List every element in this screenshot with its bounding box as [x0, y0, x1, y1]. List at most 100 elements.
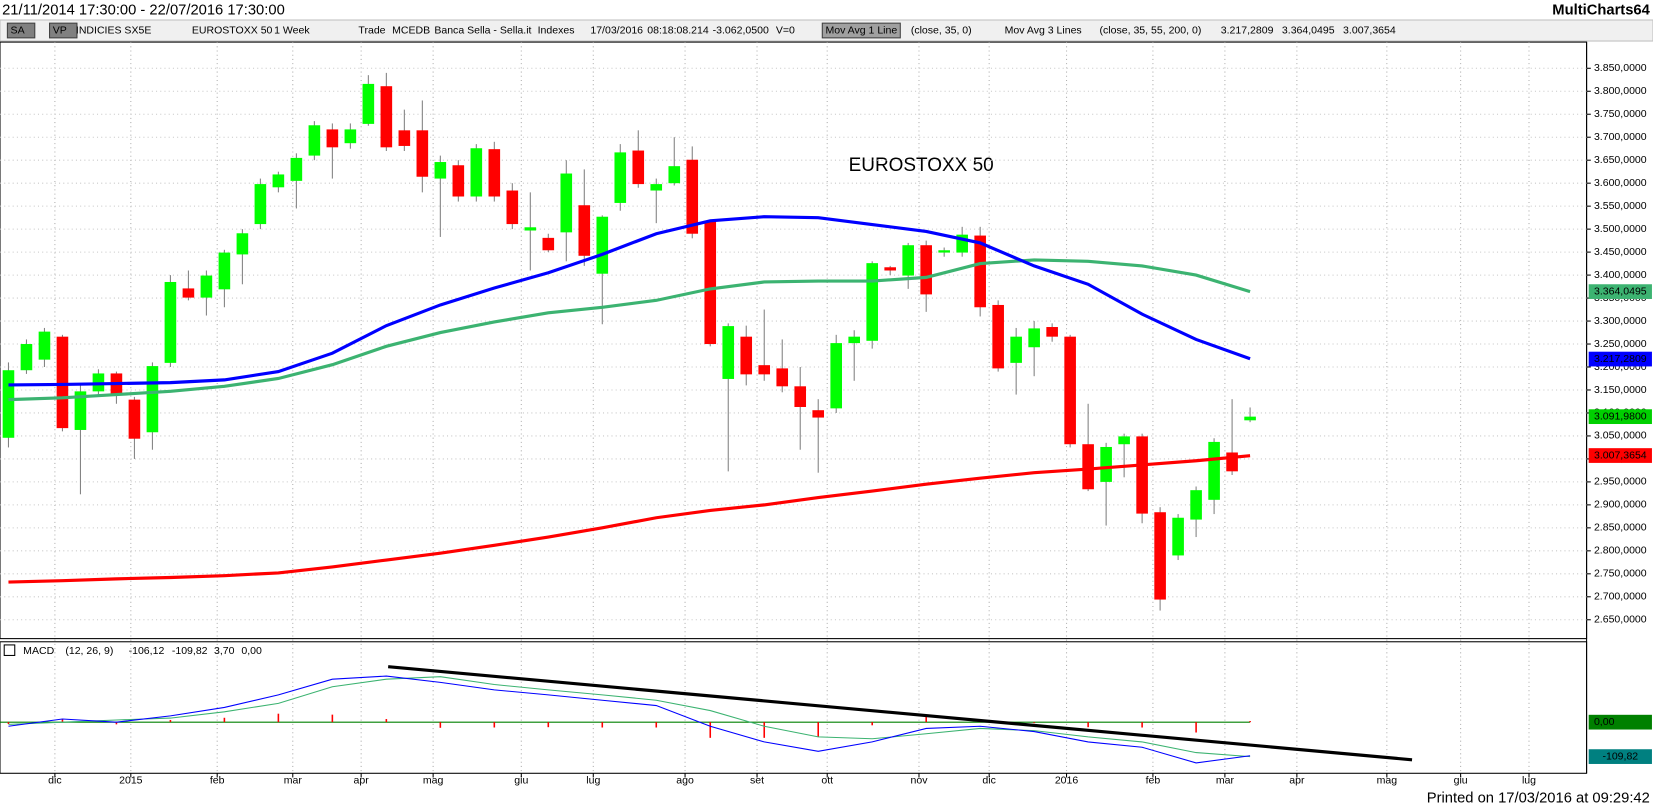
toolbar-item: 08:18:08.214	[647, 24, 709, 36]
price-label: 3.091,9800	[1594, 410, 1647, 422]
candle-body	[920, 245, 932, 295]
y-tick-label: 3.650,0000	[1594, 154, 1647, 166]
candle-body	[362, 83, 375, 124]
moving-average	[8, 454, 1251, 584]
x-tick-label: lug	[586, 774, 600, 786]
x-tick-label: feb	[1146, 774, 1161, 786]
candle-body	[992, 304, 1004, 369]
candle-body	[488, 149, 501, 197]
price-label: 3.217,2809	[1594, 353, 1647, 365]
candle-body	[290, 157, 303, 181]
toolbar-item: -3.062,0500	[713, 24, 769, 36]
candle-body	[182, 288, 195, 298]
candle-body	[434, 162, 447, 179]
y-tick-label: 3.850,0000	[1594, 62, 1647, 74]
x-tick-label: lug	[1522, 774, 1536, 786]
x-tick-label: mag	[1377, 774, 1398, 786]
y-tick-label: 3.600,0000	[1594, 177, 1647, 189]
x-tick-label: apr	[1289, 774, 1305, 786]
y-tick-label: 3.700,0000	[1594, 131, 1647, 143]
candle-body	[380, 86, 393, 148]
macd-title: MACD	[23, 645, 54, 657]
y-tick-label: 3.200,0000	[1594, 361, 1647, 373]
moving-average	[8, 258, 1251, 402]
candle-body	[794, 386, 807, 407]
toolbar-item: Banca Sella - Sella.it	[434, 24, 531, 36]
price-label-box	[1588, 351, 1652, 367]
candle-body	[1082, 444, 1094, 490]
candle-body	[938, 250, 950, 253]
candle-body	[200, 275, 213, 298]
price-label-box	[1588, 409, 1652, 425]
footer: Printed on 17/03/2016 at 09:29:42	[1427, 790, 1650, 806]
candle-body	[578, 205, 591, 256]
trendline	[388, 665, 1413, 762]
close-icon[interactable]	[3, 644, 16, 656]
candle-body	[74, 391, 87, 430]
candle-body	[1154, 512, 1166, 600]
candle-body	[524, 227, 537, 231]
candle-body	[1064, 336, 1076, 445]
candle-body	[974, 235, 986, 308]
x-tick-label: 2015	[119, 774, 143, 786]
toolbar-button[interactable]	[49, 22, 78, 39]
y-tick-label: 2.950,0000	[1594, 476, 1647, 488]
candle-body	[1244, 416, 1256, 421]
candle-body	[614, 152, 627, 203]
candle-body	[236, 233, 249, 255]
x-tick-label: 2016	[1055, 774, 1079, 786]
toolbar-button[interactable]	[821, 22, 901, 39]
y-tick-label: 3.300,0000	[1594, 315, 1647, 327]
price-label: 3.007,3654	[1594, 449, 1647, 461]
candle-body	[542, 237, 555, 251]
y-tick-label: 3.550,0000	[1594, 200, 1647, 212]
candle-body	[704, 220, 717, 345]
candle-body	[416, 130, 429, 177]
macd-legend-value: 3,70	[214, 645, 235, 657]
toolbar-item: 17/03/2016	[590, 24, 643, 36]
macd-params: (12, 26, 9)	[65, 645, 113, 657]
candle-body	[1010, 336, 1022, 363]
price-label-box	[1588, 749, 1652, 764]
y-tick-label: 2.800,0000	[1594, 545, 1647, 557]
x-tick-label: giu	[514, 774, 528, 786]
candle-body	[866, 263, 878, 341]
price-label: 3.364,0495	[1594, 285, 1647, 297]
candle-body	[1118, 436, 1130, 445]
candle-body	[668, 166, 681, 184]
x-tick-label: mag	[423, 774, 444, 786]
candle-body	[812, 410, 825, 418]
candle-body	[20, 344, 33, 371]
x-tick-label: dic	[48, 774, 61, 786]
candle-body	[452, 165, 465, 197]
toolbar-item: VP	[53, 24, 67, 36]
candle-body	[1028, 328, 1040, 348]
candle-body	[902, 245, 914, 276]
candle-body	[344, 129, 357, 144]
candle-body	[1136, 436, 1148, 514]
y-tick-label: 3.750,0000	[1594, 108, 1647, 120]
x-tick-label: mar	[1216, 774, 1235, 786]
price-label: -109,82	[1602, 750, 1638, 762]
macd-legend-value: 0,00	[241, 645, 262, 657]
toolbar-item: Trade	[358, 24, 385, 36]
toolbar-button[interactable]	[6, 22, 36, 39]
candle-body	[650, 184, 663, 191]
y-tick-label: 3.050,0000	[1594, 430, 1647, 442]
candle-body	[398, 130, 411, 146]
candle-body	[254, 184, 267, 225]
x-tick-label: apr	[354, 774, 370, 786]
x-tick-label: dic	[982, 774, 995, 786]
date-range: 21/11/2014 17:30:00 - 22/07/2016 17:30:0…	[2, 2, 285, 18]
candle-body	[1100, 446, 1112, 482]
app-name: MultiCharts64	[1552, 2, 1650, 18]
y-tick-label: 3.250,0000	[1594, 338, 1647, 350]
y-tick-label: 0,00	[1594, 716, 1615, 728]
x-tick-label: giu	[1454, 774, 1468, 786]
candle-body	[758, 365, 771, 375]
candle-body	[740, 336, 753, 375]
candle-body	[218, 252, 231, 290]
candle-body	[1172, 517, 1184, 556]
toolbar-item: 3.007,3654	[1343, 24, 1396, 36]
toolbar-item: Indexes	[538, 24, 575, 36]
